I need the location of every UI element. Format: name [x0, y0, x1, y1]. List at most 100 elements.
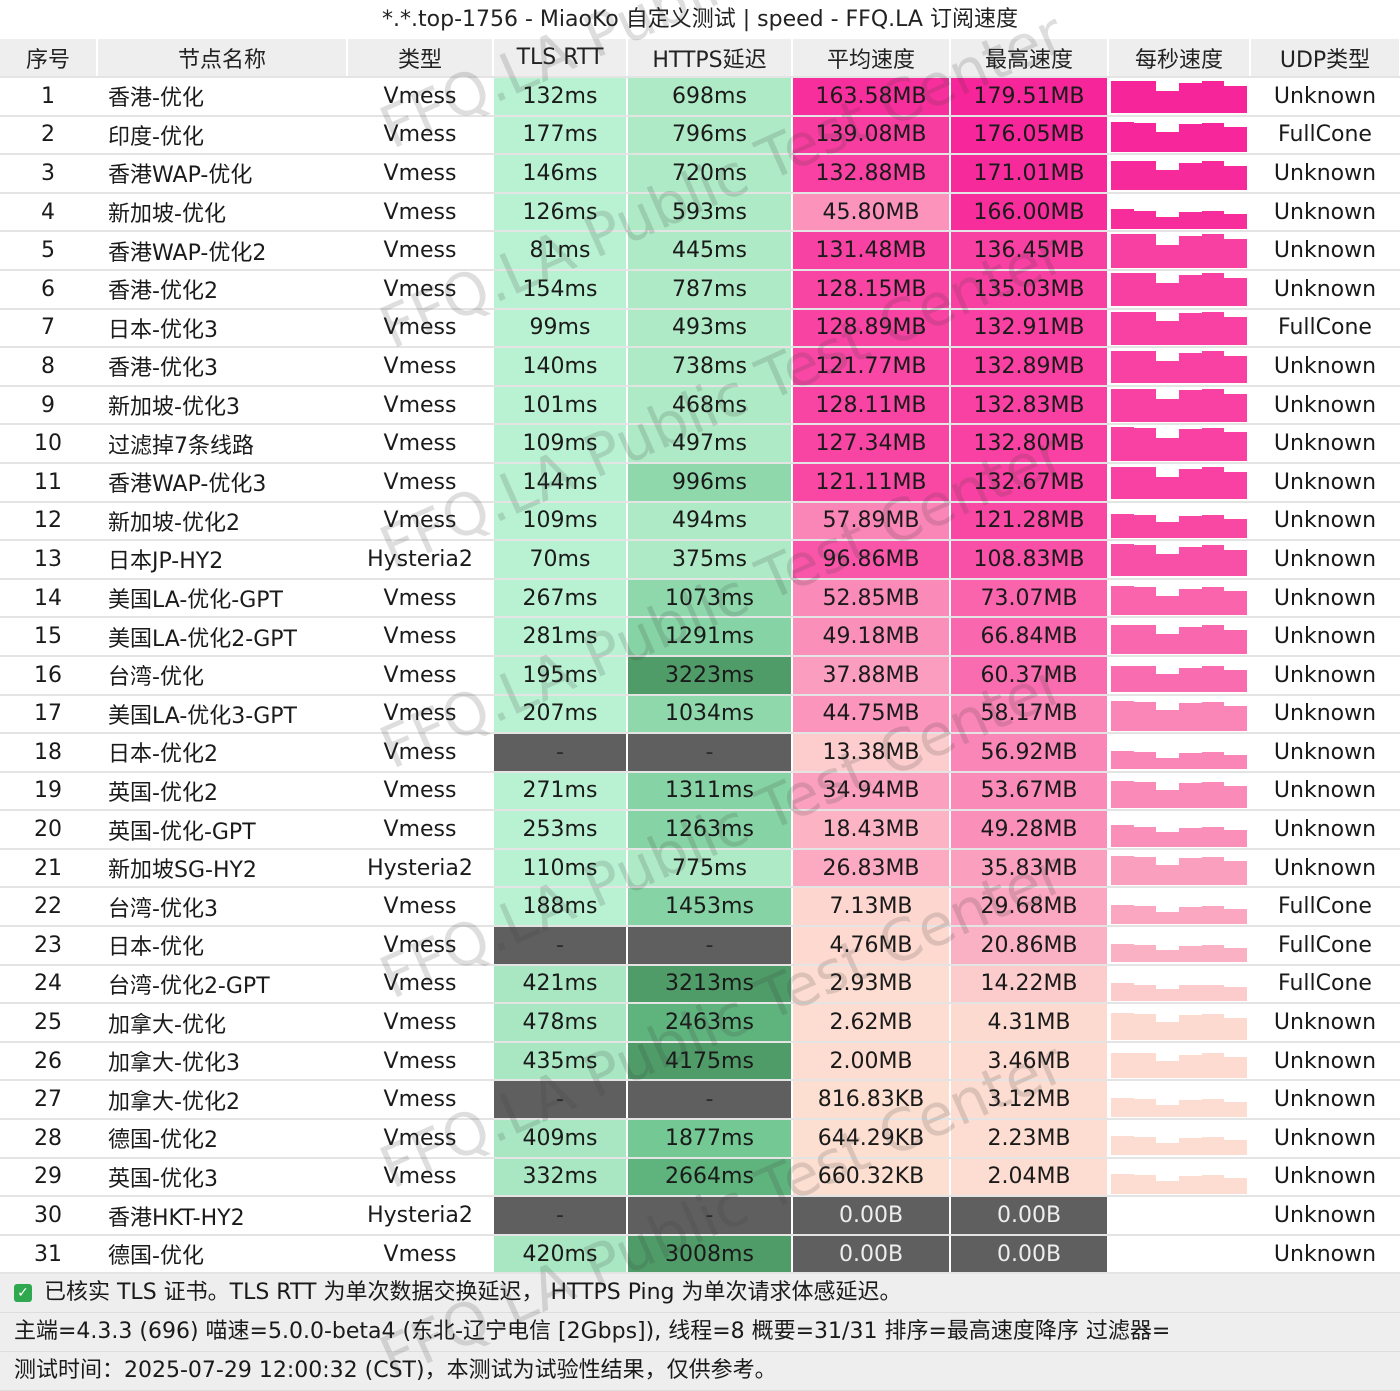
- sparkline-bar: [1156, 633, 1180, 654]
- table-row[interactable]: 4 新加坡-优化 Vmess 126ms 593ms 45.80MB 166.00MB Unk…: [0, 192, 1400, 233]
- table-row[interactable]: 7 日本-优化3 Vmess 99ms 493ms 128.89MB 132.91MB Ful…: [0, 308, 1400, 349]
- cell-max-speed: 132.83MB: [950, 385, 1109, 426]
- sparkline-bar: [1224, 948, 1248, 963]
- column-header-node-name[interactable]: 节点名称: [97, 39, 348, 78]
- table-row[interactable]: 14 美国LA-优化-GPT Vmess 267ms 1073ms 52.85MB 73.0…: [0, 578, 1400, 619]
- sparkline-bar: [1133, 544, 1157, 577]
- sparkline-bar: [1133, 701, 1157, 731]
- sparkline-bar: [1224, 670, 1248, 693]
- cell-node-name: 新加坡-优化: [97, 192, 348, 233]
- cell-node-name: 过滤掉7条线路: [97, 424, 348, 464]
- sparkline-bar: [1111, 388, 1134, 423]
- cell-per-second-speed: [1108, 308, 1251, 349]
- cell-node-name: 加拿大-优化3: [97, 1041, 348, 1082]
- cell-max-speed: 121.28MB: [950, 501, 1109, 542]
- table-row[interactable]: 29 英国-优化3 Vmess 332ms 2664ms 660.32KB 2.04MB Un…: [0, 1157, 1400, 1198]
- table-row[interactable]: 13 日本JP-HY2 Hysteria2 70ms 375ms 96.86MB 108.8…: [0, 540, 1400, 580]
- cell-index: 31: [0, 1234, 98, 1275]
- table-row[interactable]: 2 印度-优化 Vmess 177ms 796ms 139.08MB 176.05MB Ful…: [0, 115, 1400, 156]
- sparkline-bar: [1201, 122, 1225, 152]
- sparkline-bar: [1179, 1015, 1202, 1040]
- sparkline-bar: [1224, 1057, 1248, 1079]
- table-row[interactable]: 8 香港-优化3 Vmess 140ms 738ms 121.77MB 132.89MB Un…: [0, 347, 1400, 387]
- table-row[interactable]: 20 英国-优化-GPT Vmess 253ms 1263ms 18.43MB 49.28M…: [0, 810, 1400, 850]
- sparkline-bar: [1133, 311, 1157, 345]
- table-row[interactable]: 11 香港WAP-优化3 Vmess 144ms 996ms 121.11MB 132.67…: [0, 462, 1400, 503]
- sparkline-bar: [1224, 393, 1248, 423]
- table-row[interactable]: 22 台湾-优化3 Vmess 188ms 1453ms 7.13MB 29.68MB Ful…: [0, 887, 1400, 928]
- cell-udp-type: Unknown: [1250, 617, 1400, 657]
- table-row[interactable]: 16 台湾-优化 Vmess 195ms 3223ms 37.88MB 60.37MB Unk…: [0, 655, 1400, 696]
- column-header-index[interactable]: 序号: [0, 39, 98, 78]
- sparkline-bar: [1179, 516, 1202, 538]
- table-row[interactable]: 1 香港-优化 Vmess 132ms 698ms 163.58MB 179.51MB Unk…: [0, 77, 1400, 117]
- table-row[interactable]: 24 台湾-优化2-GPT Vmess 421ms 3213ms 2.93MB 14.22M…: [0, 964, 1400, 1005]
- sparkline-bar: [1201, 161, 1225, 191]
- table-row[interactable]: 23 日本-优化 Vmess - -4.76MB 20.86MB FullCone: [0, 926, 1400, 966]
- cell-max-speed: 176.05MB: [950, 115, 1109, 156]
- cell-https-latency: 1311ms: [627, 771, 793, 812]
- cell-https-latency: 593ms: [627, 192, 793, 233]
- table-row[interactable]: 27 加拿大-优化2 Vmess - -816.83KB 3.12MB Unknown: [0, 1080, 1400, 1121]
- sparkline-bar: [1111, 1052, 1134, 1079]
- speed-sparkline: [1111, 890, 1248, 924]
- sparkline-bar: [1156, 554, 1180, 577]
- cell-per-second-speed: [1108, 462, 1251, 503]
- table-row[interactable]: 10 过滤掉7条线路 Vmess 109ms 497ms 127.34MB 132.80MB…: [0, 424, 1400, 464]
- table-row[interactable]: 18 日本-优化2 Vmess - -13.38MB 56.92MB Unknown: [0, 733, 1400, 773]
- sparkline-bar: [1179, 1054, 1202, 1079]
- table-row[interactable]: 5 香港WAP-优化2 Vmess 81ms 445ms 131.48MB 136.45MB…: [0, 231, 1400, 271]
- sparkline-bar: [1201, 427, 1225, 461]
- sparkline-bar: [1179, 667, 1202, 693]
- sparkline-bar: [1179, 313, 1202, 345]
- column-header-type[interactable]: 类型: [347, 39, 494, 78]
- sparkline-bar: [1179, 783, 1202, 808]
- cell-node-name: 日本-优化3: [97, 308, 348, 349]
- cell-per-second-speed: [1108, 192, 1251, 233]
- table-row[interactable]: 25 加拿大-优化 Vmess 478ms 2463ms 2.62MB 4.31MB Unkn…: [0, 1003, 1400, 1043]
- table-row[interactable]: 30 香港HKT-HY2 Hysteria2- -0.00B 0.00B Unknown: [0, 1196, 1400, 1236]
- column-header-udp-type[interactable]: UDP类型: [1250, 39, 1400, 78]
- table-row[interactable]: 6 香港-优化2 Vmess 154ms 787ms 128.15MB 135.03MB Un…: [0, 269, 1400, 310]
- table-row[interactable]: 3 香港WAP-优化 Vmess 146ms 720ms 132.88MB 171.01MB…: [0, 154, 1400, 194]
- cell-https-latency: 775ms: [627, 848, 793, 889]
- sparkline-bar: [1111, 701, 1134, 731]
- sparkline-bar: [1224, 549, 1248, 577]
- table-row[interactable]: 28 德国-优化2 Vmess 409ms 1877ms 644.29KB 2.23MB Un…: [0, 1119, 1400, 1159]
- cell-tls-rtt: 109ms: [493, 424, 628, 464]
- column-header-tls-rtt[interactable]: TLS RTT: [493, 39, 628, 78]
- column-header-avg-speed[interactable]: 平均速度: [792, 39, 951, 78]
- table-row[interactable]: 31 德国-优化 Vmess 420ms 3008ms 0.00B 0.00B Unknown: [0, 1234, 1400, 1275]
- table-row[interactable]: 21 新加坡SG-HY2 Hysteria2 110ms 775ms 26.83MB 35.…: [0, 848, 1400, 889]
- sparkline-bar: [1179, 588, 1202, 616]
- cell-index: 17: [0, 694, 98, 735]
- cell-index: 19: [0, 771, 98, 812]
- sparkline-bar: [1201, 544, 1225, 577]
- column-header-per-second-speed[interactable]: 每秒速度: [1108, 39, 1251, 78]
- footer-info: ✓ 已核实 TLS 证书。TLS RTT 为单次数据交换延迟， HTTPS Pin…: [0, 1274, 1400, 1391]
- column-header-max-speed[interactable]: 最高速度: [950, 39, 1109, 78]
- speed-sparkline: [1111, 118, 1248, 152]
- cell-https-latency: 996ms: [627, 462, 793, 503]
- sparkline-bar: [1201, 826, 1225, 847]
- speed-sparkline: [1111, 272, 1248, 307]
- table-row[interactable]: 12 新加坡-优化2 Vmess 109ms 494ms 57.89MB 121.28MB U…: [0, 501, 1400, 542]
- table-row[interactable]: 17 美国LA-优化3-GPT Vmess 207ms 1034ms 44.75MB 58.…: [0, 694, 1400, 735]
- table-row[interactable]: 26 加拿大-优化3 Vmess 435ms 4175ms 2.00MB 3.46MB Unk…: [0, 1041, 1400, 1082]
- cell-tls-rtt: 81ms: [493, 231, 628, 271]
- cell-type: Vmess: [347, 1157, 494, 1198]
- cell-node-name: 新加坡SG-HY2: [97, 848, 348, 889]
- table-row[interactable]: 9 新加坡-优化3 Vmess 101ms 468ms 128.11MB 132.83MB U…: [0, 385, 1400, 426]
- speed-sparkline: [1111, 1083, 1248, 1117]
- cell-type: Vmess: [347, 1003, 494, 1043]
- cell-max-speed: 53.67MB: [950, 771, 1109, 812]
- cell-per-second-speed: [1108, 1196, 1251, 1236]
- table-row[interactable]: 15 美国LA-优化2-GPT Vmess 281ms 1291ms 49.18MB 66.…: [0, 617, 1400, 657]
- column-header-https-latency[interactable]: HTTPS延迟: [627, 39, 793, 78]
- speed-sparkline: [1111, 1237, 1247, 1271]
- sparkline-bar: [1201, 81, 1225, 114]
- sparkline-bar: [1201, 625, 1225, 654]
- cell-index: 5: [0, 231, 98, 271]
- table-row[interactable]: 19 英国-优化2 Vmess 271ms 1311ms 34.94MB 53.67MB Un…: [0, 771, 1400, 812]
- speed-sparkline: [1111, 1121, 1248, 1156]
